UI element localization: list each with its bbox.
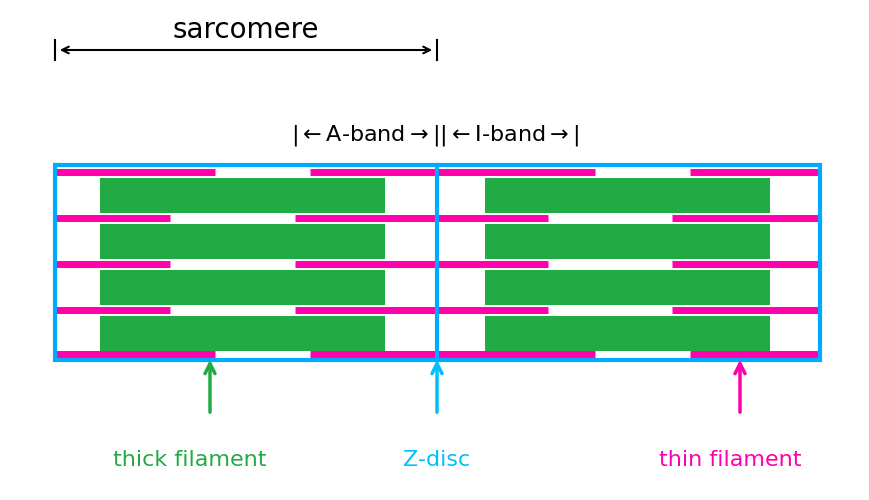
Bar xyxy=(100,316,385,350)
Bar xyxy=(100,178,385,212)
Bar xyxy=(100,224,385,258)
Bar xyxy=(55,165,819,360)
Text: sarcomere: sarcomere xyxy=(173,16,319,44)
Bar xyxy=(484,224,769,258)
Bar xyxy=(484,316,769,350)
Text: thick filament: thick filament xyxy=(113,450,267,470)
Bar xyxy=(100,270,385,304)
Bar xyxy=(484,270,769,304)
Text: thin filament: thin filament xyxy=(658,450,800,470)
Text: Z-disc: Z-disc xyxy=(403,450,470,470)
Bar xyxy=(484,178,769,212)
Text: |$\leftarrow$A-band$\rightarrow$||$\leftarrow$I-band$\rightarrow$|: |$\leftarrow$A-band$\rightarrow$||$\left… xyxy=(290,122,579,148)
